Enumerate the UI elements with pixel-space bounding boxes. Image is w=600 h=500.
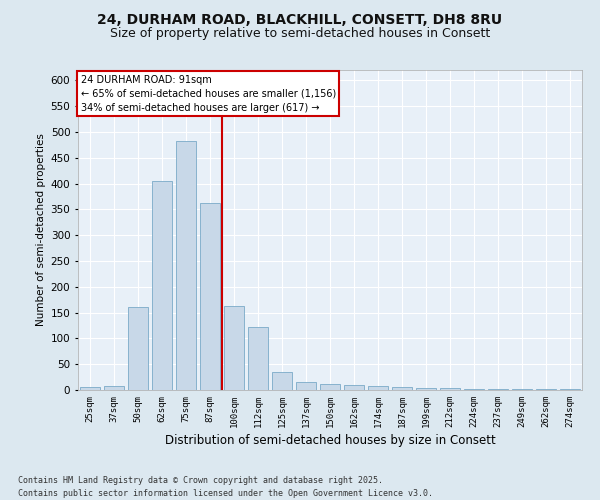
Bar — [440, 388, 460, 390]
Bar — [560, 389, 580, 390]
Bar — [272, 372, 292, 390]
Bar — [344, 385, 364, 390]
Text: Contains HM Land Registry data © Crown copyright and database right 2025.
Contai: Contains HM Land Registry data © Crown c… — [18, 476, 433, 498]
Bar — [392, 388, 412, 390]
Bar — [128, 308, 148, 390]
Bar — [224, 306, 244, 390]
Text: 24 DURHAM ROAD: 91sqm
← 65% of semi-detached houses are smaller (1,156)
34% of s: 24 DURHAM ROAD: 91sqm ← 65% of semi-deta… — [80, 75, 336, 113]
Text: Size of property relative to semi-detached houses in Consett: Size of property relative to semi-detach… — [110, 28, 490, 40]
Bar — [104, 386, 124, 390]
Bar — [176, 141, 196, 390]
Bar — [248, 327, 268, 390]
Bar — [368, 386, 388, 390]
Bar — [464, 389, 484, 390]
Bar — [152, 181, 172, 390]
Text: 24, DURHAM ROAD, BLACKHILL, CONSETT, DH8 8RU: 24, DURHAM ROAD, BLACKHILL, CONSETT, DH8… — [97, 12, 503, 26]
Bar — [200, 202, 220, 390]
Bar — [296, 382, 316, 390]
Y-axis label: Number of semi-detached properties: Number of semi-detached properties — [37, 134, 46, 326]
X-axis label: Distribution of semi-detached houses by size in Consett: Distribution of semi-detached houses by … — [164, 434, 496, 447]
Bar — [320, 384, 340, 390]
Bar — [80, 388, 100, 390]
Bar — [416, 388, 436, 390]
